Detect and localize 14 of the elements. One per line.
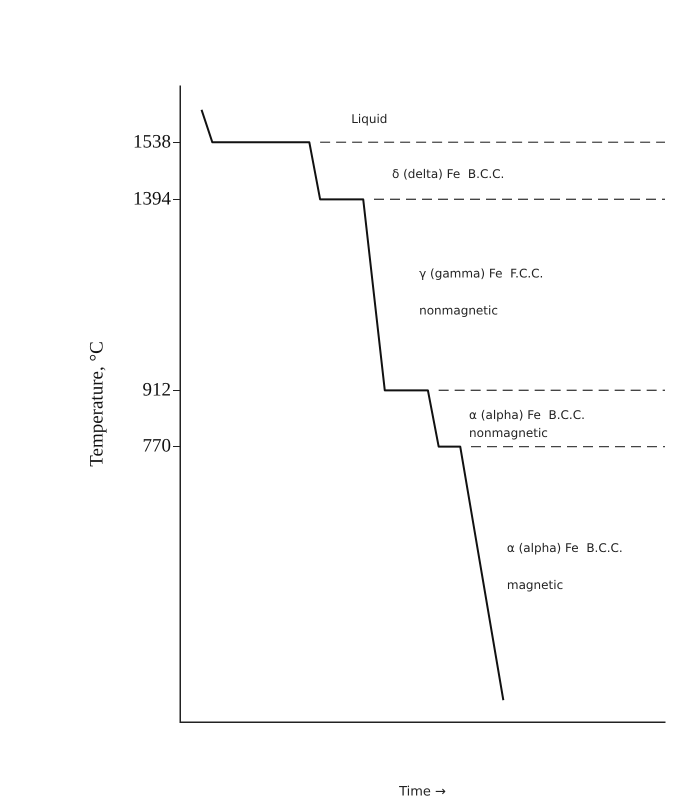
y-tick-label: 912 [142,379,171,400]
annotation: nonmagnetic [419,303,498,318]
y-axis-title: Temperature, °C [86,341,108,467]
y-tick-label: 770 [142,436,171,457]
annotation: magnetic [506,578,564,592]
x-axis-title: Time → [398,784,446,800]
annotation: γ (gamma) Fe F.C.C. [419,266,544,280]
annotation: Liquid [351,112,388,126]
annotation: α (alpha) Fe B.C.C. [469,408,585,422]
y-tick-label: 1538 [133,131,171,152]
y-tick-label: 1394 [133,188,172,210]
annotation: δ (delta) Fe B.C.C. [392,167,504,182]
annotation: α (alpha) Fe B.C.C. [506,541,623,556]
annotation: nonmagnetic [469,426,548,440]
